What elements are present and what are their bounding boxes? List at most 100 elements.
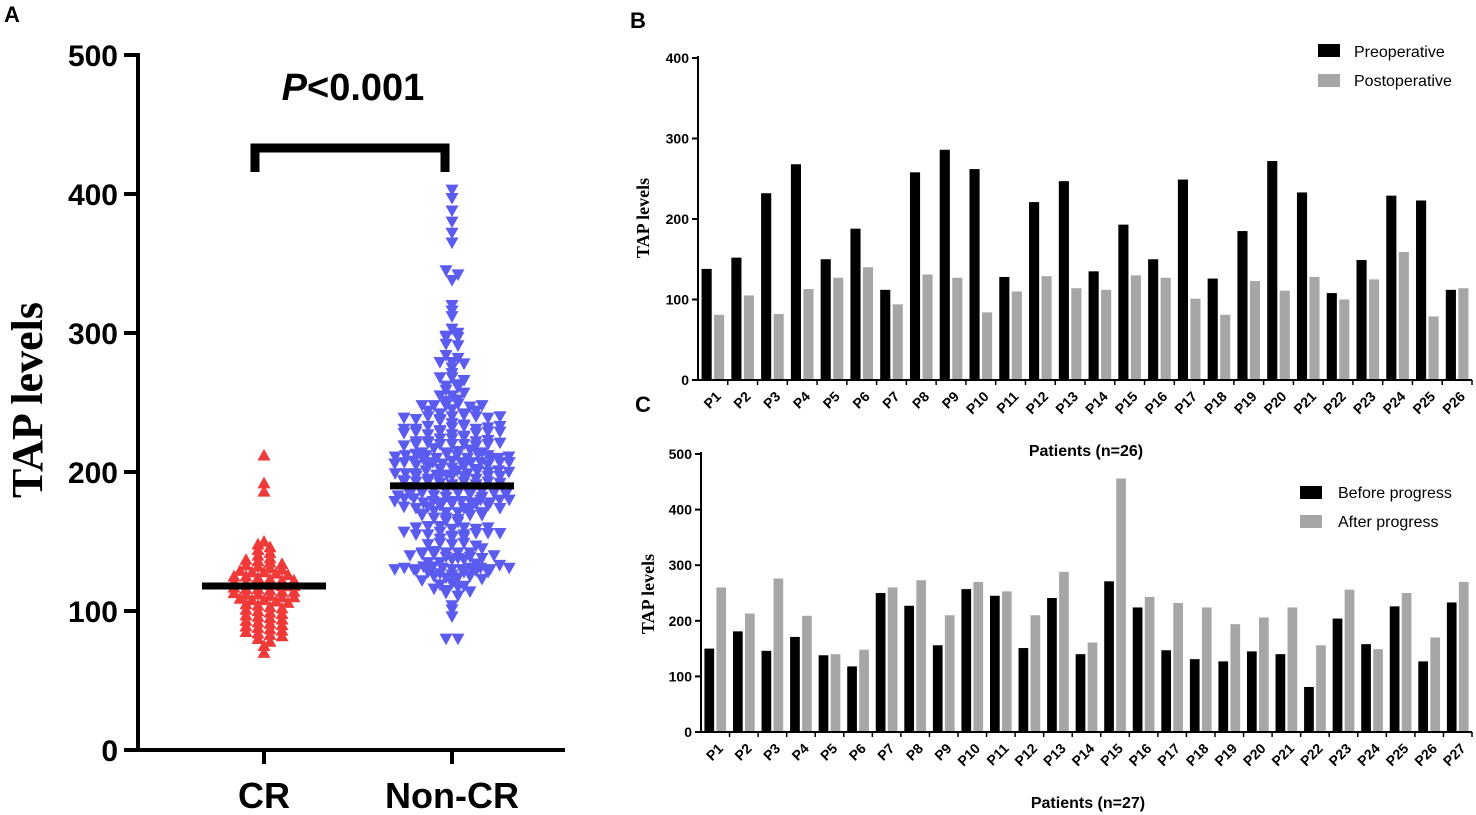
non-cr-data-point [483, 497, 497, 510]
panel-b-bar-first-series [731, 257, 742, 380]
panel-b-bar-second-series [922, 274, 933, 380]
non-cr-data-point [445, 274, 459, 287]
panel-b-bar-second-series [1249, 280, 1261, 380]
panel-b-bar-second-series [1398, 252, 1409, 380]
non-cr-data-point [427, 546, 441, 558]
panel-c-bar-first-series [790, 636, 800, 732]
non-cr-data-point [457, 580, 471, 593]
panel-a-y-tick-label: 0 [101, 735, 118, 768]
panel-c-x-tick-label: P15 [1097, 740, 1126, 769]
non-cr-data-point [439, 338, 453, 351]
panel-a-y-axis-label: TAP levels [3, 302, 52, 498]
non-cr-data-point [439, 447, 453, 460]
panel-c-bar-second-series [916, 580, 927, 732]
cr-data-point [239, 553, 253, 565]
panel-b-bar-second-series [1101, 289, 1112, 380]
non-cr-data-point [433, 356, 447, 369]
panel-c-y-axis-label: TAP levels [638, 554, 658, 634]
non-cr-data-point [451, 507, 465, 519]
non-cr-data-point [397, 423, 411, 436]
panel-b-bar-first-series [1267, 161, 1278, 380]
panel-c-bar-second-series [1401, 593, 1412, 732]
panel-c-x-tick-label: P26 [1411, 740, 1440, 769]
non-cr-data-point [455, 457, 469, 469]
panel-c-bar-first-series [1161, 650, 1172, 732]
panel-c-x-tick-label: P8 [903, 740, 927, 764]
panel-b-bar-first-series [1148, 259, 1159, 380]
panel-c-bar-first-series [1047, 598, 1057, 732]
cr-data-point [275, 557, 289, 569]
panel-c-bar-first-series [1218, 661, 1229, 732]
non-cr-data-point [451, 352, 465, 365]
non-cr-data-point [451, 327, 465, 340]
panel-b-bar-first-series [701, 268, 712, 380]
non-cr-data-point [427, 512, 441, 525]
panel-c-bar-second-series [973, 581, 984, 732]
panel-c-letter: C [635, 392, 651, 417]
non-cr-data-point [445, 495, 459, 508]
panel-b-y-tick-label: 100 [666, 292, 690, 308]
panel-b-x-tick-label: P9 [939, 388, 963, 412]
non-cr-data-point [433, 557, 447, 569]
non-cr-data-point [439, 265, 453, 277]
legend-swatch-before-progress [1300, 486, 1322, 499]
panel-c-bar-second-series [887, 587, 898, 732]
non-cr-data-point [457, 408, 471, 421]
panel-b-y-tick-label: 200 [666, 211, 690, 227]
panel-c-x-tick-label: P12 [1011, 740, 1040, 769]
legend-label-before-progress: Before progress [1338, 485, 1452, 502]
panel-b-x-axis-label: Patients (n=26) [1029, 443, 1143, 460]
panel-a-y-tick-label: 400 [68, 179, 118, 212]
panel-c-y-tick-label: 400 [669, 502, 693, 518]
panel-b-bar-second-series [833, 277, 844, 380]
legend-swatch-after-progress [1300, 515, 1322, 528]
non-cr-data-point [439, 380, 453, 393]
panel-b-x-tick-label: P22 [1320, 388, 1349, 417]
panel-c-bar-second-series [1316, 645, 1326, 732]
panel-c-bar-first-series [904, 605, 915, 732]
non-cr-data-point [409, 436, 423, 448]
panel-b-bar-first-series [999, 276, 1010, 380]
non-cr-data-point [445, 564, 459, 576]
panel-b-bar-first-series [939, 149, 950, 380]
non-cr-data-point [439, 350, 453, 362]
panel-c-bar-second-series [859, 649, 869, 732]
non-cr-data-point [475, 400, 489, 412]
non-cr-data-point [403, 550, 417, 562]
panel-b-bar-second-series [1190, 298, 1201, 380]
non-cr-data-point [388, 451, 402, 464]
non-cr-data-point [407, 564, 421, 576]
panel-c-bar-first-series [704, 648, 715, 732]
non-cr-data-point [397, 562, 411, 575]
legend-label-preoperative: Preoperative [1354, 44, 1445, 61]
panel-c-x-tick-label: P17 [1154, 740, 1183, 769]
non-cr-data-point [469, 436, 483, 448]
panel-b-x-tick-label: P4 [790, 388, 814, 412]
non-cr-data-point [445, 455, 459, 468]
non-cr-data-point [427, 583, 441, 596]
panel-a-y-tick-label: 200 [68, 457, 118, 490]
panel-c-bar-second-series [1144, 596, 1155, 732]
panel-c-bar-first-series [875, 593, 886, 732]
non-cr-data-point [455, 564, 469, 576]
non-cr-data-point [475, 507, 489, 519]
panel-b-x-tick-label: P5 [820, 388, 844, 412]
non-cr-data-point [445, 356, 459, 369]
panel-c-x-tick-label: P9 [931, 740, 955, 764]
panel-c-bar-first-series [761, 650, 772, 732]
panel-c-bar-first-series [961, 589, 972, 732]
non-cr-data-point [399, 450, 412, 462]
non-cr-data-point [439, 633, 453, 646]
non-cr-data-point [469, 464, 483, 476]
panel-c-x-tick-label: P4 [788, 740, 812, 764]
non-cr-data-point [451, 269, 465, 282]
p-value-annotation: P<0.001 [282, 67, 425, 109]
panel-b-bar-second-series [1309, 276, 1320, 380]
panel-b-y-tick-label: 300 [666, 131, 690, 147]
panel-c-bar-first-series [847, 666, 857, 732]
panel-b-x-tick-label: P14 [1082, 388, 1111, 417]
non-cr-data-point [445, 429, 459, 441]
non-cr-data-point [409, 468, 423, 480]
panel-c-x-tick-label: P21 [1268, 740, 1297, 769]
